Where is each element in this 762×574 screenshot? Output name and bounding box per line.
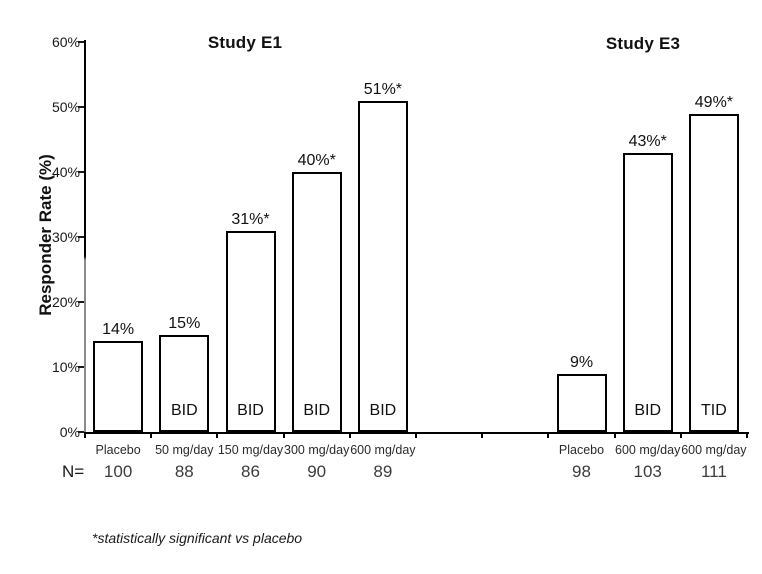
y-axis-tick-label: 0% [59,424,80,440]
category-label: 50 mg/day [155,443,214,457]
x-axis-tick [481,433,484,438]
bar [159,334,210,432]
bar [291,172,342,432]
y-axis-tick-label: 40% [51,164,80,180]
category-label: 600 mg/day [681,443,747,457]
x-axis-tick [216,433,219,438]
bar [93,341,144,432]
n-equals-label: N= [62,462,85,481]
bar [357,100,408,432]
bar-frequency-label: BID [303,402,331,419]
n-value: 111 [700,462,727,481]
bar-value-label: 51%* [363,80,403,98]
bar [688,113,739,432]
x-axis-tick [679,433,682,438]
bar-value-label: 31%* [231,210,270,228]
x-axis-tick [613,433,616,438]
bar-frequency-label: BID [369,402,397,419]
x-axis-tick [547,433,550,438]
x-axis-tick [348,433,351,438]
x-axis-tick [746,433,748,438]
bar-frequency-label: BID [634,402,662,419]
bar [622,152,673,432]
y-axis-tick-label: 30% [51,229,80,245]
n-value: 103 [633,462,662,481]
y-axis-tick-label: 20% [51,294,80,310]
category-label: 150 mg/day [217,443,284,457]
bar-frequency-label: TID [701,402,727,419]
category-label: 600 mg/day [350,443,416,457]
n-value: 90 [307,462,327,481]
y-axis-tick [78,41,84,43]
n-value: 88 [174,462,194,481]
n-value: 98 [572,462,591,481]
y-axis-tick [78,171,84,173]
category-label: Placebo [558,443,605,457]
y-axis-tick [78,301,84,303]
y-axis-tick-label: 60% [51,34,80,50]
bar-value-label: 15% [168,314,201,332]
y-axis-tick-label: 50% [51,99,80,115]
bar [556,373,607,432]
bar-frequency-label: BID [237,402,264,419]
study-e3-title: Study E3 [605,34,681,53]
bar-value-label: 40%* [297,152,336,169]
y-axis-tick [78,106,84,108]
bar-value-label: 14% [102,321,135,338]
category-label: Placebo [95,443,141,457]
x-axis-tick [84,433,86,438]
x-axis-tick [282,433,285,438]
category-label: 300 mg/day [284,443,350,457]
significance-footnote: *statistically significant vs placebo [92,530,303,546]
bar-frequency-label: BID [170,402,198,419]
y-axis-tick [78,431,84,433]
n-value: 86 [241,462,260,481]
n-value: 100 [103,462,133,481]
n-value: 89 [373,462,393,481]
category-label: 600 mg/day [615,443,681,457]
x-axis-tick [150,433,153,438]
y-axis-tick-label: 10% [51,359,80,375]
bar-value-label: 43%* [628,132,667,150]
y-axis-tick [78,366,84,368]
y-axis-line [84,40,86,433]
bar-value-label: 49%* [694,93,734,111]
bar-value-label: 9% [569,353,594,371]
bar [225,230,276,432]
study-e1-title: Study E1 [207,33,283,52]
y-axis-tick [78,236,84,238]
x-axis-tick [415,433,417,438]
